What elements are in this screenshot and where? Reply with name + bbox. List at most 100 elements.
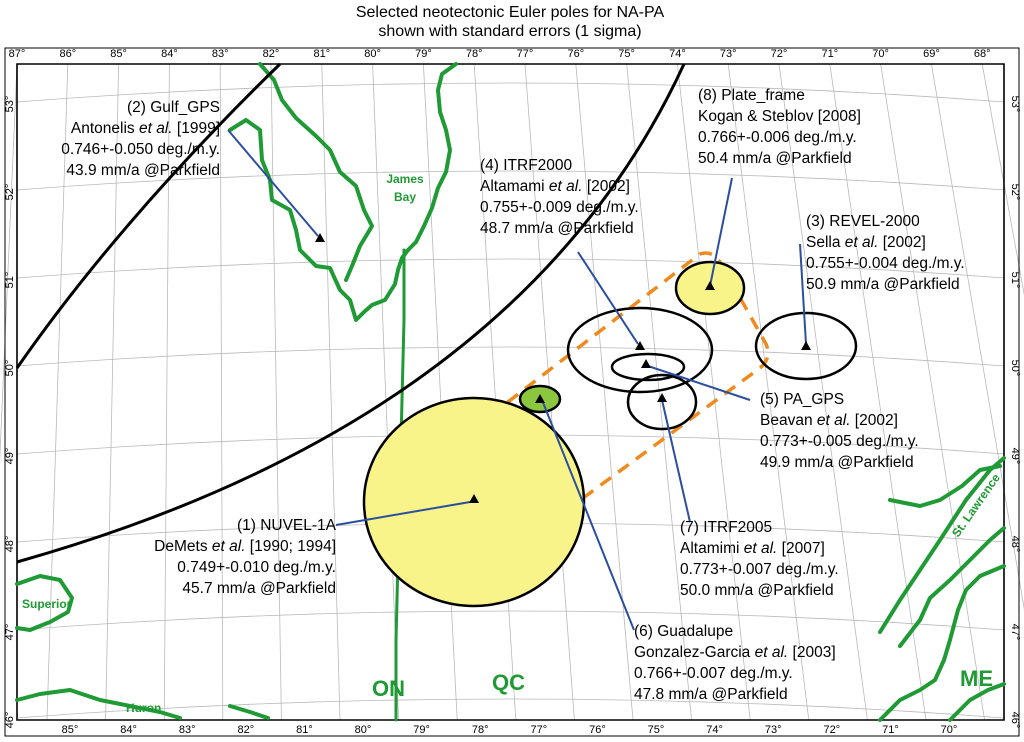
top-tick-label: 81° <box>313 48 330 60</box>
pole-label-4: (4) ITRF2000 Altamami et al. [2002] 0.755+… <box>480 157 639 237</box>
top-tick-label: 80° <box>364 48 381 60</box>
superior-shore <box>15 574 74 632</box>
bottom-tick-label: 73° <box>765 724 782 736</box>
top-tick-label: 85° <box>110 48 127 60</box>
pole-label-8: (8) Plate_frame Kogan & Steblov [2008] 0.7… <box>698 87 861 167</box>
meridian-line <box>727 63 810 721</box>
small-circle-inner <box>16 63 686 564</box>
meridian-line <box>423 63 458 721</box>
top-tick-label: 82° <box>263 48 280 60</box>
meridian-line <box>105 63 119 721</box>
st-lawrence-south <box>898 526 1006 648</box>
parallel-line <box>16 258 1005 279</box>
pole-label-7: (7) ITRF2005 Altamimi et al. [2007] 0.773+… <box>680 519 839 599</box>
pole-label-line: Altamami et al. [2002] <box>480 178 630 195</box>
left-tick-label: 50° <box>4 360 16 377</box>
bottom-tick-label: 83° <box>179 724 196 736</box>
right-tick-label: 52° <box>1009 184 1021 201</box>
pole-marker-3 <box>801 341 811 350</box>
top-tick-label: 78° <box>466 48 483 60</box>
top-tick-labels: 87° 86° 85° 84° 83° 82° 81° 80° 79° 78° 77° 76° 75° 7… <box>9 48 991 60</box>
huron-shore <box>15 688 182 720</box>
bottom-tick-label: 76° <box>589 724 606 736</box>
pole-marker-8 <box>705 281 715 290</box>
pole-label-line: 50.9 mm/a @Parkfield <box>806 276 960 293</box>
left-tick-labels: 53° 52° 51° 50° 49° 48° 47° 46° <box>4 96 16 729</box>
meridian-line <box>0 63 18 464</box>
right-tick-labels: 53° 52° 51° 50° 49° 48° 47° 46° <box>1009 96 1021 729</box>
pole-marker-6 <box>535 394 545 403</box>
pole-label-line: 43.9 mm/a @Parkfield <box>66 162 220 179</box>
james-label-2: Bay <box>394 190 416 204</box>
right-tick-label: 46° <box>1009 712 1021 729</box>
leader-1 <box>335 501 471 526</box>
left-tick-label: 47° <box>4 624 16 641</box>
pole-marker-7 <box>657 393 667 402</box>
small-circles <box>15 62 686 564</box>
meridian-line <box>626 63 692 721</box>
pole-label-line: (4) ITRF2000 <box>480 157 573 174</box>
top-tick-label: 68° <box>974 48 991 60</box>
state-me: ME <box>960 666 993 691</box>
pole-label-line: Altamimi et al. [2007] <box>680 540 825 557</box>
meridian-line <box>575 63 634 721</box>
bottom-tick-label: 72° <box>823 724 840 736</box>
left-tick-label: 46° <box>4 712 16 729</box>
top-tick-label: 79° <box>415 48 432 60</box>
right-tick-label: 53° <box>1009 96 1021 113</box>
james-bay-east-coast <box>414 62 458 244</box>
pole-label-line: 50.4 mm/a @Parkfield <box>698 150 852 167</box>
pole-label-line: 45.7 mm/a @Parkfield <box>182 580 336 597</box>
ellipse-4-itrf2000 <box>566 306 714 394</box>
pole-label-line: 0.755+-0.009 deg./m.y. <box>480 199 639 216</box>
pole-label-line: Kogan & Steblov [2008] <box>698 108 861 125</box>
province-on: ON <box>372 676 405 701</box>
top-tick-label: 71° <box>821 48 838 60</box>
leader-lines <box>227 129 807 631</box>
ellipse-7-itrf2005 <box>626 373 698 431</box>
top-tick-label: 73° <box>720 48 737 60</box>
top-tick-label: 87° <box>9 48 26 60</box>
pole-label-line: 0.766+-0.006 deg./m.y. <box>698 129 857 146</box>
left-tick-label: 52° <box>4 184 16 201</box>
meridian-line <box>981 63 1024 296</box>
bottom-tick-label: 80° <box>355 724 372 736</box>
leader-6 <box>541 399 635 631</box>
pole-marker-1 <box>469 494 479 503</box>
right-tick-label: 50° <box>1009 360 1021 377</box>
ellipse-5-pa-gps <box>610 352 686 382</box>
province-qc: QC <box>492 670 525 695</box>
superior-label: Superior <box>22 597 72 611</box>
bottom-tick-label: 75° <box>648 724 665 736</box>
pole-label-line: Antonelis et al. [1999] <box>71 120 220 137</box>
james-label-1: James <box>386 172 424 186</box>
hudson-coast-top <box>258 62 374 282</box>
lake-shore-lower <box>228 704 270 720</box>
maine-coast <box>878 564 1006 722</box>
pole-label-line: 0.755+-0.004 deg./m.y. <box>806 255 965 272</box>
leader-3 <box>799 243 807 345</box>
pole-label-6: (6) Guadalupe Gonzalez-Garcia et al. [200… <box>634 623 836 703</box>
leader-7 <box>661 399 691 523</box>
pole-marker-2 <box>315 233 325 242</box>
pole-label-line: Sella et al. [2002] <box>806 234 926 251</box>
pole-label-line: 47.8 mm/a @Parkfield <box>634 686 788 703</box>
bottom-tick-label: 78° <box>472 724 489 736</box>
pole-label-1: (1) NUVEL-1A DeMets et al. [1990; 1994] 0.… <box>154 517 336 597</box>
pole-label-line: Beavan et al. [2002] <box>760 412 898 429</box>
top-tick-label: 70° <box>872 48 889 60</box>
parallel-line <box>16 610 1005 631</box>
bottom-tick-label: 85° <box>62 724 79 736</box>
pole-label-line: 50.0 mm/a @Parkfield <box>680 582 834 599</box>
map-frame-outer <box>4 47 1020 737</box>
pole-label-line: 48.7 mm/a @Parkfield <box>480 220 634 237</box>
small-circle-outer <box>15 62 282 369</box>
pole-label-line: 49.9 mm/a @Parkfield <box>760 454 914 471</box>
pole-label-line: (6) Guadalupe <box>634 623 733 640</box>
left-tick-label: 53° <box>4 96 16 113</box>
leader-2 <box>227 129 319 237</box>
pole-marker-5 <box>641 359 651 368</box>
leader-4 <box>577 251 639 345</box>
pole-label-2: (2) Gulf_GPS Antonelis et al. [1999] 0.746… <box>61 99 220 179</box>
